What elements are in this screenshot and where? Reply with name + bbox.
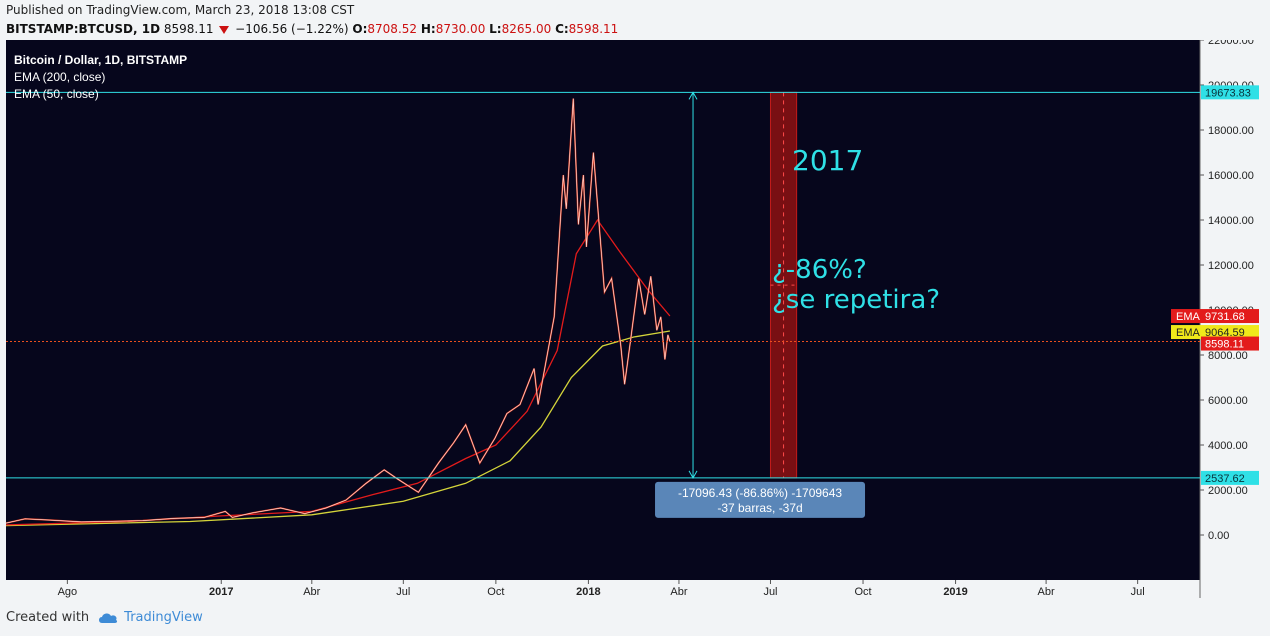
measure-info-line2: -37 barras, -37d	[717, 501, 802, 515]
high-label: H:	[420, 22, 436, 36]
open-label: O:	[352, 22, 368, 36]
ema200-tag-label-bg	[1171, 325, 1201, 340]
x-tick-label: Abr	[303, 586, 320, 598]
cloud-icon	[99, 613, 118, 623]
y-tick-label: 18000.00	[1208, 125, 1254, 137]
ema200-tag-value: 9064.59	[1205, 327, 1245, 339]
measure-info-line1: -17096.43 (-86.86%) -1709643	[678, 486, 842, 500]
down-arrow-icon	[219, 25, 230, 34]
top-price-tag-bg	[1201, 85, 1259, 100]
ema200-tag-value-bg	[1201, 325, 1259, 340]
annotation-question-2: ¿se repetira?	[772, 285, 940, 315]
y-tick-label: 22000.00	[1208, 40, 1254, 47]
y-tick-label: 0.00	[1208, 530, 1229, 542]
last-price: 8598.11	[163, 22, 214, 36]
x-tick-label: Oct	[854, 586, 871, 598]
ema50-line	[5, 218, 671, 526]
x-tick-label: Jul	[396, 586, 410, 598]
y-tick-label: 12000.00	[1208, 260, 1254, 272]
price-highlight-line	[5, 98, 671, 524]
x-tick-label: 2019	[943, 586, 967, 598]
plot-background[interactable]	[6, 40, 1200, 580]
annotation-year: 2017	[792, 144, 863, 177]
ema50-tag-label-bg	[1171, 309, 1201, 324]
footer: Created with TradingView	[6, 610, 203, 625]
price-axis[interactable]: 22000.0020000.0018000.0016000.0014000.00…	[1199, 40, 1254, 598]
x-tick-label: 2018	[576, 586, 600, 598]
measure-arrow-top	[688, 91, 698, 100]
y-tick-label: 14000.00	[1208, 215, 1254, 227]
y-tick-label: 2000.00	[1208, 485, 1248, 497]
measure-tool: -17096.43 (-86.86%) -1709643-37 barras, …	[655, 91, 866, 518]
ema50-tag-label: EMA	[1176, 311, 1201, 323]
price-change: −106.56 (−1.22%)	[235, 22, 349, 36]
quote-bar: BITSTAMP:BTCUSD, 1D 8598.11 −106.56 (−1.…	[6, 22, 618, 36]
x-tick-label: Jul	[1131, 586, 1145, 598]
last-price-tag-bg	[1201, 336, 1259, 351]
close-label: C:	[555, 22, 569, 36]
legend-ema200: EMA (200, close)	[14, 70, 105, 84]
x-tick-label: Abr	[1038, 586, 1055, 598]
close-value: 8598.11	[568, 22, 619, 36]
last-price-tag-text: 8598.11	[1205, 339, 1244, 351]
x-tick-label: Jul	[763, 586, 777, 598]
time-axis-background[interactable]	[6, 580, 1200, 598]
tradingview-brand[interactable]: TradingView	[97, 610, 203, 625]
bottom-price-tag-bg	[1201, 470, 1259, 485]
low-label: L:	[489, 22, 502, 36]
symbol-label[interactable]: BITSTAMP:BTCUSD, 1D	[6, 22, 161, 36]
y-tick-label: 6000.00	[1208, 395, 1248, 407]
time-axis[interactable]: Ago 2017 Abr Jul Oct 2018 Abr Jul Oct 2019 Abr Jul	[58, 580, 1145, 598]
measure-info-box	[655, 481, 866, 518]
high-value: 8730.00	[435, 22, 486, 36]
open-value: 8708.52	[367, 22, 418, 36]
created-with-label: Created with	[6, 610, 90, 625]
ema50-tag-value: 9731.68	[1205, 311, 1245, 323]
x-tick-label: Abr	[670, 586, 687, 598]
legend-title: Bitcoin / Dollar, 1D, BITSTAMP	[14, 53, 187, 67]
y-tick-label: 8000.00	[1208, 350, 1248, 362]
ema50-tag-value-bg	[1201, 309, 1259, 324]
red-zone-group	[769, 91, 798, 479]
x-tick-label: 2017	[209, 586, 233, 598]
top-price-tag-text: 19673.83	[1205, 87, 1251, 99]
measure-arrow-bottom	[688, 470, 698, 479]
level-lines	[6, 91, 1200, 479]
series-group	[5, 98, 671, 527]
price-tags: 19673.83 2537.62 EMA 9731.68 EMA 9064.598598.…	[1171, 85, 1259, 485]
annotation-question-1: ¿-86%?	[772, 255, 867, 285]
x-tick-label: Oct	[487, 586, 504, 598]
low-value: 8265.00	[501, 22, 552, 36]
x-tick-label: Ago	[58, 586, 78, 598]
ema200-line	[5, 330, 671, 527]
legend-ema50: EMA (50, close)	[14, 87, 99, 101]
tradingview-label: TradingView	[124, 610, 203, 625]
y-tick-label: 4000.00	[1208, 440, 1248, 452]
ema200-tag-label: EMA	[1176, 327, 1201, 339]
y-tick-label: 16000.00	[1208, 170, 1254, 182]
price-chart[interactable]: 22000.0020000.0018000.0016000.0014000.00…	[0, 40, 1270, 600]
bottom-price-tag-text: 2537.62	[1205, 473, 1245, 485]
published-info: Published on TradingView.com, March 23, …	[6, 3, 355, 17]
